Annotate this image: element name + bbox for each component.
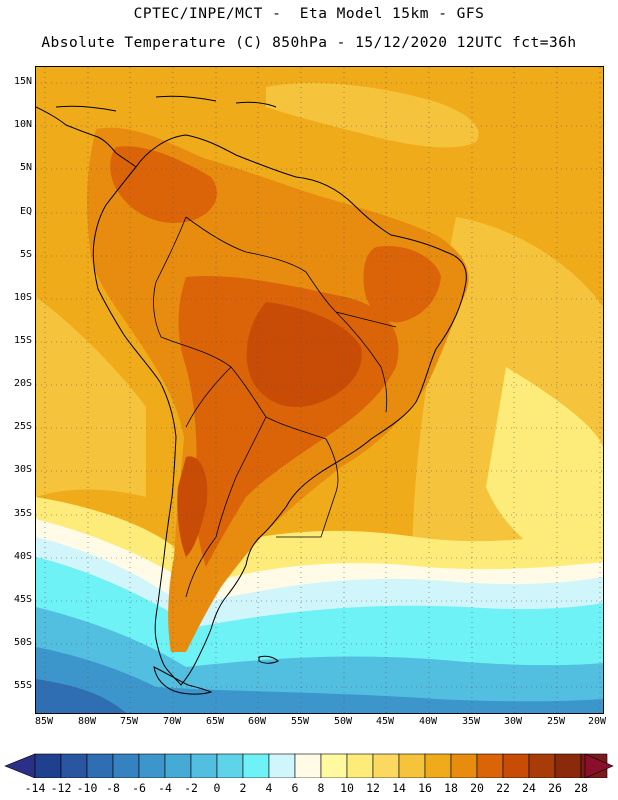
lon-label: 35W <box>461 716 481 727</box>
south-coldest-band <box>36 679 126 713</box>
land-hot-northeast <box>363 246 441 323</box>
map-title-variable: Absolute Temperature (C) 850hPa - 15/12/… <box>41 35 577 51</box>
colorbar-cell <box>60 753 88 778</box>
lon-label: 20W <box>587 716 607 727</box>
colorbar-label: -10 <box>76 781 98 795</box>
coastline <box>36 95 467 695</box>
border-lines <box>153 216 397 598</box>
lon-label: 85W <box>34 716 54 727</box>
colorbar-cell <box>216 753 244 778</box>
colorbar-cell <box>320 753 348 778</box>
colorbar-cells <box>34 753 608 778</box>
lon-label: 55W <box>290 716 310 727</box>
colorbar-label: 20 <box>470 781 484 795</box>
ocean-east-yellow <box>486 367 603 587</box>
lon-label: 45W <box>375 716 395 727</box>
lon-label: 30W <box>503 716 523 727</box>
colorbar-label: 28 <box>574 781 588 795</box>
lon-label: 40W <box>418 716 438 727</box>
north-mild-patch <box>266 82 479 148</box>
colorbar-label: 10 <box>340 781 354 795</box>
colorbar-cell <box>424 753 452 778</box>
colorbar-cell <box>554 753 582 778</box>
lon-label: 50W <box>333 716 353 727</box>
lat-label: 25S <box>13 421 32 432</box>
lat-label: 5N <box>19 162 32 173</box>
colorbar-high-arrow <box>584 753 614 778</box>
colorbar-cell <box>268 753 296 778</box>
colorbar-label: -14 <box>24 781 46 795</box>
lat-label: 10S <box>13 292 32 303</box>
colorbar-label: 6 <box>291 781 299 795</box>
lat-label: 20S <box>13 378 32 389</box>
lon-label: 60W <box>247 716 267 727</box>
colorbar-cell <box>346 753 374 778</box>
colorbar-cell <box>476 753 504 778</box>
land-hottest-core <box>246 302 362 407</box>
colorbar-label: 8 <box>317 781 325 795</box>
colorbar-label: -6 <box>132 781 146 795</box>
colorbar-label: 18 <box>444 781 458 795</box>
lat-label: 10N <box>13 119 32 130</box>
colorbar-cell <box>294 753 322 778</box>
colorbar-label: 26 <box>548 781 562 795</box>
colorbar-label: -2 <box>184 781 198 795</box>
colorbar-label: -12 <box>50 781 72 795</box>
coastline-falklands <box>258 655 279 664</box>
colorbar-label: 24 <box>522 781 536 795</box>
colorbar-cell <box>398 753 426 778</box>
lon-label: 80W <box>77 716 97 727</box>
colorbar-cell <box>112 753 140 778</box>
colorbar-label: -8 <box>106 781 120 795</box>
land-hottest-south <box>177 456 208 557</box>
colorbar-label: 0 <box>213 781 221 795</box>
colorbar-label: -4 <box>158 781 172 795</box>
colorbar-cell <box>190 753 218 778</box>
colorbar-label: 4 <box>265 781 273 795</box>
lat-label: 45S <box>13 594 32 605</box>
colorbar-cell <box>242 753 270 778</box>
colorbar-label: 14 <box>392 781 406 795</box>
lon-label: 70W <box>162 716 182 727</box>
lat-label: 30S <box>13 464 32 475</box>
colorbar-cell <box>138 753 166 778</box>
lat-label: EQ <box>19 206 32 217</box>
temperature-map[interactable] <box>35 66 604 714</box>
map-title-model: CPTEC/INPE/MCT - Eta Model 15km - GFS <box>133 6 485 22</box>
lat-label: 55S <box>13 680 32 691</box>
lat-label: 15S <box>13 335 32 346</box>
lat-label: 50S <box>13 637 32 648</box>
lat-label: 5S <box>19 249 32 260</box>
colorbar-cell <box>372 753 400 778</box>
lat-label: 40S <box>13 551 32 562</box>
lon-label: 75W <box>119 716 139 727</box>
south-cold-band <box>36 607 603 713</box>
colorbar-cell <box>502 753 530 778</box>
colorbar-label: 12 <box>366 781 380 795</box>
lat-label: 15N <box>13 76 32 87</box>
field-layers <box>36 67 603 713</box>
colorbar-label: 2 <box>239 781 247 795</box>
colorbar-cell <box>34 753 62 778</box>
south-colder-band <box>36 647 603 713</box>
political-borders <box>153 216 397 598</box>
colorbar-cell <box>86 753 114 778</box>
color-legend <box>4 753 614 778</box>
colorbar-cell <box>450 753 478 778</box>
colorbar-label: 22 <box>496 781 510 795</box>
colorbar-low-arrow <box>4 753 36 778</box>
lat-label: 35S <box>13 508 32 519</box>
colorbar-cell <box>528 753 556 778</box>
ocean-west-mild <box>36 297 146 497</box>
coastline-tierra-del-fuego <box>153 666 213 695</box>
colorbar-cell <box>164 753 192 778</box>
lon-label: 25W <box>546 716 566 727</box>
coastline-south-america <box>92 134 467 686</box>
coastline-central-america <box>36 106 137 168</box>
colorbar-label: 16 <box>418 781 432 795</box>
lon-label: 65W <box>205 716 225 727</box>
